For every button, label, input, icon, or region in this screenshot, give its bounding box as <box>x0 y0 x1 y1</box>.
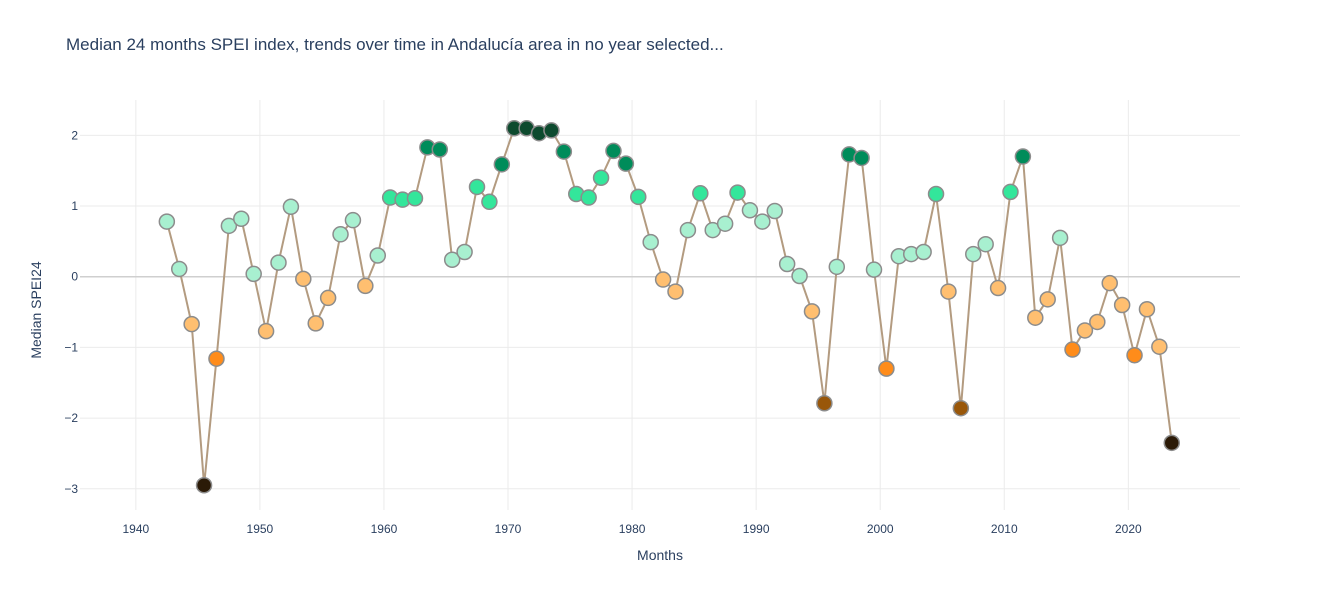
x-axis-ticks: 1940 1950 1960 1970 1980 1990 2000 2010 2020 <box>122 522 1142 536</box>
data-point <box>443 251 461 269</box>
data-point <box>1113 296 1131 314</box>
data-point <box>952 399 970 417</box>
data-point <box>791 267 808 285</box>
data-point <box>679 221 697 239</box>
data-point <box>295 270 312 288</box>
data-point <box>1002 183 1019 201</box>
chart-title: Median 24 months SPEI index, trends over… <box>66 35 724 54</box>
y-tick-label: 2 <box>71 128 78 142</box>
data-point <box>171 260 188 278</box>
x-tick-label: 1940 <box>122 522 149 536</box>
data-point <box>977 235 994 253</box>
series-line <box>165 127 1173 486</box>
data-point <box>208 350 225 367</box>
data-point <box>766 202 784 220</box>
data-point <box>1101 274 1118 292</box>
data-point <box>965 245 982 263</box>
data-point <box>245 265 262 283</box>
data-point <box>332 226 349 243</box>
data-point <box>158 213 176 230</box>
data-point <box>630 188 647 206</box>
x-tick-label: 2020 <box>1115 522 1142 536</box>
x-tick-label: 2010 <box>991 522 1018 536</box>
data-point <box>1051 229 1069 247</box>
data-point <box>667 283 684 300</box>
y-tick-label: 0 <box>71 270 78 284</box>
y-tick-label: −2 <box>64 411 78 425</box>
y-tick-label: 1 <box>71 199 78 213</box>
data-point <box>1076 322 1094 339</box>
data-point <box>406 190 424 207</box>
data-point <box>1163 434 1181 452</box>
data-point <box>692 185 709 202</box>
data-point <box>1014 148 1032 165</box>
x-tick-label: 1970 <box>495 522 522 536</box>
data-point <box>1151 338 1168 355</box>
y-axis-title: Median SPEI24 <box>28 261 44 358</box>
data-point <box>592 169 610 187</box>
x-axis-title: Months <box>637 547 683 563</box>
data-point <box>543 122 560 139</box>
data-point <box>865 261 883 278</box>
data-point <box>989 279 1007 297</box>
data-point <box>282 198 300 215</box>
x-tick-label: 1990 <box>743 522 770 536</box>
data-point <box>915 243 932 261</box>
data-point <box>1138 300 1156 318</box>
data-point <box>431 141 449 158</box>
data-point <box>642 233 659 251</box>
data-point <box>580 189 597 206</box>
data-point <box>927 185 945 203</box>
data-point <box>344 211 362 229</box>
data-point <box>481 193 498 211</box>
y-tick-label: −1 <box>64 340 78 354</box>
data-point <box>257 322 275 340</box>
spei-series <box>158 120 1181 494</box>
data-point <box>828 258 846 276</box>
data-point <box>729 184 746 201</box>
y-tick-label: −3 <box>64 482 78 496</box>
data-point <box>468 178 486 196</box>
data-point <box>1089 313 1106 331</box>
data-point <box>803 303 821 320</box>
data-point <box>1027 309 1044 326</box>
data-point <box>878 360 895 377</box>
data-point <box>307 315 324 332</box>
data-point <box>555 143 573 160</box>
data-point <box>754 213 771 230</box>
data-point <box>456 243 473 261</box>
data-point <box>716 215 734 232</box>
data-point <box>270 254 287 271</box>
data-point <box>357 277 374 295</box>
data-point <box>617 155 635 172</box>
data-point <box>1064 341 1081 358</box>
data-point <box>369 247 387 264</box>
data-point <box>853 149 870 167</box>
data-point <box>778 255 796 273</box>
data-point <box>233 210 250 228</box>
data-point <box>195 477 213 494</box>
data-point <box>493 156 511 173</box>
x-tick-label: 2000 <box>867 522 894 536</box>
x-tick-label: 1960 <box>371 522 398 536</box>
data-point <box>940 283 957 300</box>
data-point <box>220 217 238 235</box>
data-point <box>183 315 200 333</box>
x-tick-label: 1950 <box>247 522 274 536</box>
y-axis-ticks: −3 −2 −1 0 1 2 <box>64 128 78 495</box>
grid-lines <box>80 100 1240 510</box>
data-point <box>816 395 833 412</box>
data-point <box>654 271 672 288</box>
data-point <box>319 289 337 307</box>
x-tick-label: 1980 <box>619 522 646 536</box>
data-point <box>1039 291 1056 308</box>
data-point <box>741 202 759 219</box>
data-point <box>1126 346 1143 364</box>
data-point <box>605 142 622 160</box>
